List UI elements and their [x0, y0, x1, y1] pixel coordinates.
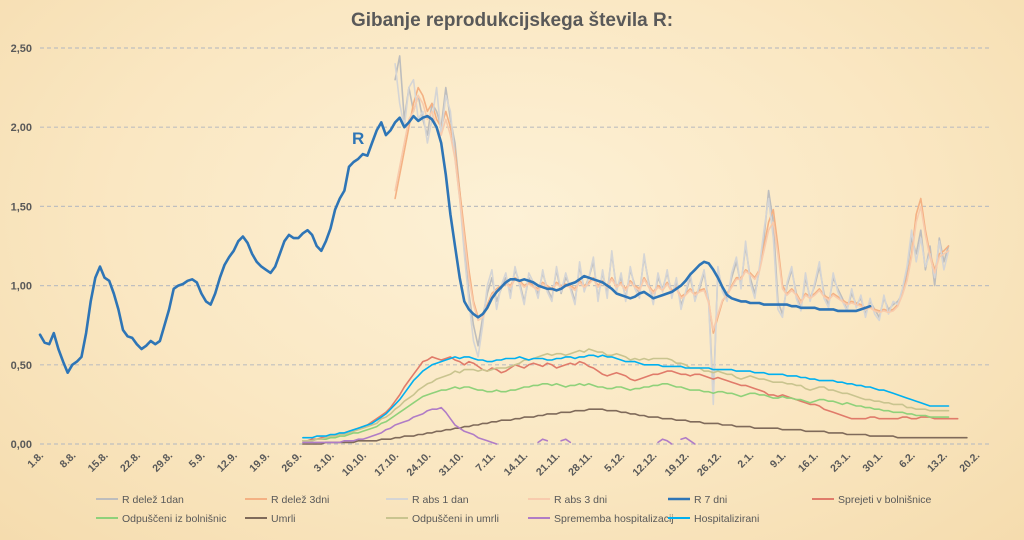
series-line-8 [302, 348, 950, 442]
x-tick-label: 20.2. [957, 450, 982, 475]
x-tick-label: 24.10. [404, 450, 433, 479]
x-tick-label: 26.9. [279, 450, 304, 475]
x-tick-label: 9.1. [768, 450, 789, 471]
x-tick-label: 29.8. [150, 450, 175, 475]
x-tick-label: 22.8. [118, 450, 143, 475]
x-tick-label: 5.12. [602, 450, 627, 475]
legend-item: Hospitalizirani [668, 513, 759, 525]
y-tick-label: 1,50 [11, 201, 32, 213]
legend-label: R abs 3 dni [554, 494, 607, 506]
x-tick-label: 19.9. [247, 450, 272, 475]
x-tick-label: 15.8. [86, 450, 111, 475]
legend-item: Umrli [245, 513, 296, 525]
legend-item: Odpuščeni in umrli [386, 513, 499, 525]
x-tick-label: 3.10. [312, 450, 337, 475]
x-tick-label: 28.11. [566, 450, 595, 479]
x-tick-label: 1.8. [25, 450, 46, 471]
x-tick-label: 17.10. [372, 450, 401, 479]
x-tick-label: 12.12. [630, 450, 659, 479]
legend-label: Umrli [271, 513, 296, 525]
series-line-2 [394, 63, 950, 406]
series-line-6 [302, 383, 950, 442]
x-tick-label: 23.1. [828, 450, 853, 475]
legend-item: Sprememba hospitalizacij [528, 513, 674, 525]
x-tick-label: 26.12. [695, 450, 724, 479]
legend-label: R abs 1 dan [412, 494, 469, 506]
series-line-4 [38, 114, 872, 374]
legend-item: R abs 1 dan [386, 494, 469, 506]
legend-item: R abs 3 dni [528, 494, 607, 506]
series-line-9 [302, 406, 696, 445]
x-tick-label: 19.12. [663, 450, 692, 479]
legend-item: R delež 3dni [245, 494, 329, 506]
y-tick-label: 1,00 [11, 281, 32, 293]
y-tick-label: 0,00 [11, 439, 32, 451]
y-tick-label: 2,00 [11, 122, 32, 134]
legend-item: Sprejeti v bolnišnice [812, 494, 932, 506]
x-tick-label: 2.1. [735, 450, 756, 471]
chart-title: Gibanje reprodukcijskega števila R: [350, 10, 674, 31]
legend-item: Odpuščeni iz bolnišnic [96, 513, 226, 525]
x-tick-label: 16.1. [796, 450, 821, 475]
legend-item: R 7 dni [668, 494, 727, 506]
series-line-0 [394, 55, 950, 398]
legend-label: R 7 dni [694, 494, 727, 506]
r-annotation: R [352, 129, 364, 148]
y-tick-label: 2,50 [11, 43, 32, 55]
x-tick-label: 5.9. [187, 450, 208, 471]
legend-label: Odpuščeni iz bolnišnic [122, 513, 226, 525]
series-line-5 [302, 356, 959, 442]
x-tick-label: 14.11. [502, 450, 531, 479]
legend-label: R delež 3dni [271, 494, 329, 506]
legend-label: Hospitalizirani [694, 513, 759, 525]
x-tick-label: 13.2. [925, 450, 950, 475]
legend-item: R delež 1dan [96, 494, 184, 506]
x-tick-label: 10.10. [340, 450, 369, 479]
x-tick-label: 8.8. [58, 450, 79, 471]
x-tick-label: 6.2. [897, 450, 918, 471]
x-tick-label: 21.11. [534, 450, 563, 479]
legend-label: Sprejeti v bolnišnice [838, 494, 932, 506]
y-tick-label: 0,50 [11, 360, 32, 372]
x-tick-label: 12.9. [215, 450, 240, 475]
series-line-10 [302, 354, 950, 439]
x-tick-label: 31.10. [437, 450, 466, 479]
series-line-7 [302, 408, 968, 445]
x-tick-label: 7.11. [473, 450, 498, 475]
legend-label: R delež 1dan [122, 494, 184, 506]
legend-label: Odpuščeni in umrli [412, 513, 499, 525]
x-tick-label: 30.1. [860, 450, 885, 475]
legend-label: Sprememba hospitalizacij [554, 513, 674, 525]
